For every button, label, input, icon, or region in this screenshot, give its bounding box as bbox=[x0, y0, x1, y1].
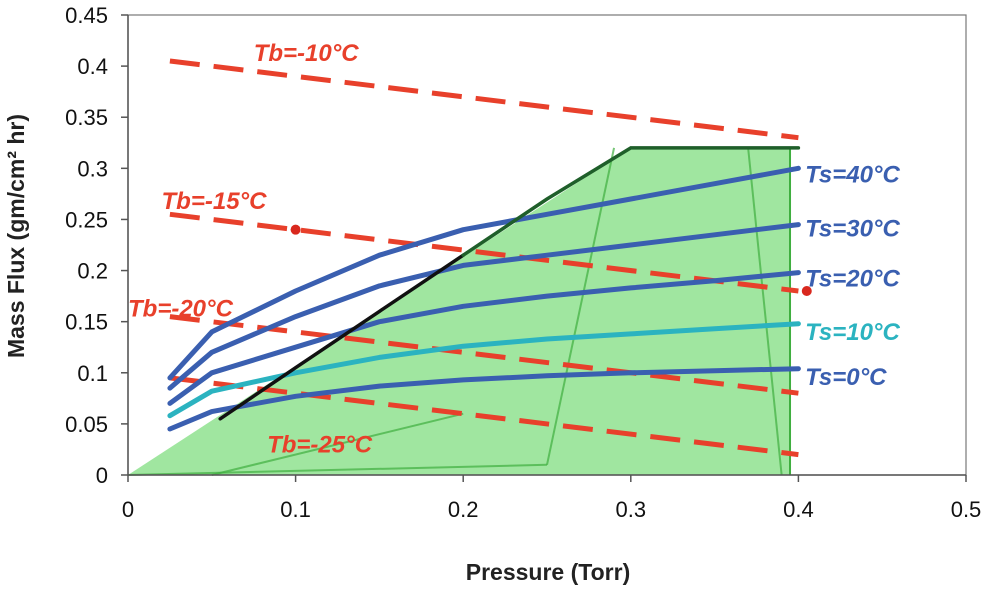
ts-series-label: Ts=30°C bbox=[805, 216, 900, 243]
ts-curve bbox=[167, 321, 801, 419]
region-streak bbox=[747, 147, 783, 476]
x-tick-label: 0.4 bbox=[783, 497, 814, 522]
y-tick-label: 0.1 bbox=[77, 361, 108, 386]
tb-series-label: Tb=-20°C bbox=[128, 295, 234, 322]
tb-series-group bbox=[169, 58, 799, 458]
x-tick-label: 0.1 bbox=[280, 497, 311, 522]
region-streak bbox=[211, 412, 464, 476]
feasible-region-group bbox=[127, 147, 792, 476]
region-streak bbox=[546, 147, 616, 465]
tb-line bbox=[169, 314, 799, 396]
tb-line bbox=[169, 58, 799, 141]
y-tick-label: 0.4 bbox=[77, 54, 108, 79]
y-tick-label: 0.2 bbox=[77, 259, 108, 284]
y-tick-label: 0.15 bbox=[65, 310, 108, 335]
x-tick-label: 0.3 bbox=[616, 497, 647, 522]
x-tick-label: 0 bbox=[122, 497, 134, 522]
tb-line bbox=[169, 375, 799, 458]
ts-curve bbox=[167, 270, 801, 406]
y-tick-label: 0.25 bbox=[65, 207, 108, 232]
x-tick-label: 0.2 bbox=[448, 497, 479, 522]
y-tick-label: 0.45 bbox=[65, 3, 108, 28]
ts-series-label: Ts=10°C bbox=[805, 319, 900, 346]
axes-group: 0 0.1 0.2 0.3 0.4 0.5 0 0.05 0.1 0.15 0.2 0.25 0.3 0.… bbox=[65, 3, 981, 522]
y-tick-label: 0 bbox=[96, 463, 108, 488]
x-tick-label: 0.5 bbox=[951, 497, 982, 522]
ts-curve bbox=[167, 222, 801, 391]
tb-line bbox=[169, 211, 799, 294]
y-tick-label: 0.05 bbox=[65, 412, 108, 437]
ts-series-label: Ts=20°C bbox=[805, 266, 900, 293]
data-marker bbox=[290, 224, 301, 235]
tb-series-label: Tb=-10°C bbox=[254, 40, 360, 67]
tb-series-label: Tb=-25°C bbox=[267, 431, 373, 458]
x-axis-title: Pressure (Torr) bbox=[466, 559, 630, 585]
feasible-region bbox=[128, 147, 790, 475]
data-marker bbox=[801, 286, 812, 296]
y-tick-label: 0.35 bbox=[65, 105, 108, 130]
ts-curve bbox=[167, 165, 801, 381]
series-label-group: Ts=40°C Ts=30°C Ts=20°C Ts=10°C Ts=0°C Tb=-10… bbox=[128, 40, 901, 459]
ts-series-label: Ts=40°C bbox=[805, 161, 900, 188]
tb-series-label: Tb=-15°C bbox=[162, 188, 268, 215]
boundary-line-upper bbox=[461, 146, 801, 257]
region-streak bbox=[127, 463, 548, 476]
y-axis-title: Mass Flux (gm/cm² hr) bbox=[3, 114, 29, 358]
marker-group bbox=[290, 224, 812, 296]
boundary-group bbox=[218, 146, 801, 421]
boundary-line-lower bbox=[218, 253, 465, 421]
y-tick-label: 0.3 bbox=[77, 156, 108, 181]
ts-series-label: Ts=0°C bbox=[805, 364, 887, 391]
